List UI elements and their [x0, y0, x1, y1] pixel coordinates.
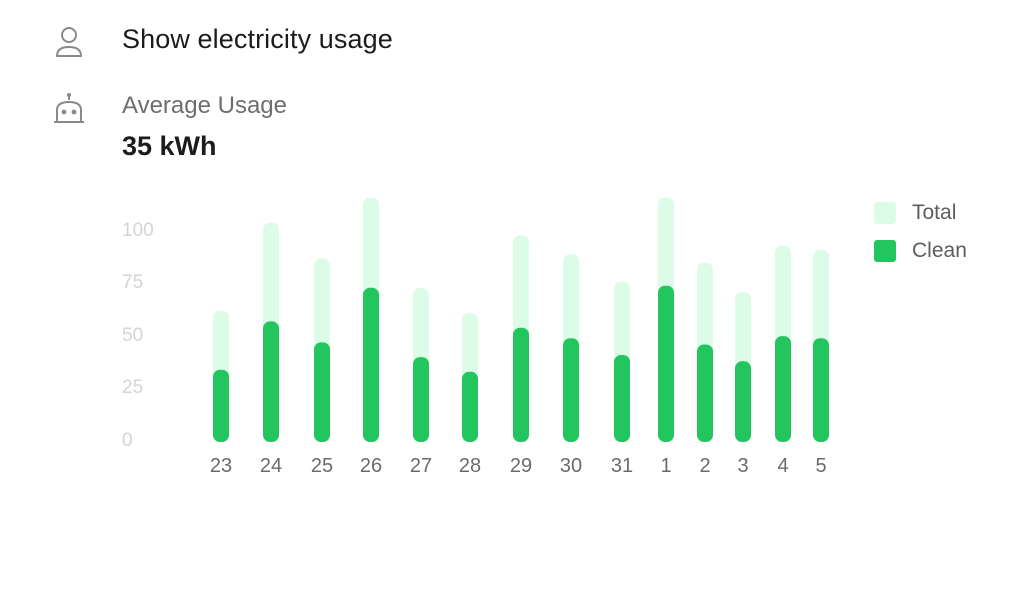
usage-card-label: Average Usage — [122, 92, 287, 119]
legend-swatch-total — [874, 202, 896, 224]
x-tick-label: 30 — [560, 455, 582, 477]
x-tick-label: 26 — [360, 455, 382, 477]
bar-clean — [413, 357, 429, 442]
bar-clean — [775, 336, 791, 442]
y-tick-label: 75 — [122, 272, 143, 293]
x-tick-label: 23 — [210, 455, 232, 477]
bar-clean — [462, 371, 478, 442]
usage-card-value: 35 kWh — [122, 131, 217, 161]
bar-clean — [563, 338, 579, 442]
x-tick-label: 28 — [459, 455, 481, 477]
y-tick-label: 25 — [122, 377, 143, 398]
bar-clean — [813, 338, 829, 442]
bar-clean — [263, 321, 279, 442]
legend-label-total: Total — [912, 201, 957, 224]
bar-clean — [363, 287, 379, 442]
bar-clean — [697, 344, 713, 442]
legend-item-total: Total — [874, 200, 967, 226]
legend-label-clean: Clean — [912, 239, 967, 262]
bar-clean — [213, 369, 229, 442]
x-tick-label: 5 — [815, 455, 826, 477]
chart-legend: Total Clean — [874, 200, 967, 276]
x-tick-label: 31 — [611, 455, 633, 477]
x-tick-label: 3 — [737, 455, 748, 477]
y-tick-label: 0 — [122, 430, 133, 451]
y-tick-label: 100 — [122, 220, 154, 241]
x-tick-label: 2 — [699, 455, 710, 477]
bar-clean — [614, 355, 630, 442]
x-tick-label: 24 — [260, 455, 282, 477]
bar-clean — [658, 285, 674, 442]
bar-clean — [314, 342, 330, 442]
y-tick-label: 50 — [122, 325, 143, 346]
x-tick-label: 25 — [311, 455, 333, 477]
user-icon — [54, 26, 84, 58]
x-tick-label: 27 — [410, 455, 432, 477]
legend-swatch-clean — [874, 240, 896, 262]
bar-clean — [735, 361, 751, 442]
x-tick-label: 1 — [660, 455, 671, 477]
x-tick-label: 29 — [510, 455, 532, 477]
x-tick-label: 4 — [777, 455, 788, 477]
bar-clean — [513, 327, 529, 442]
robot-icon — [52, 92, 86, 126]
user-message: Show electricity usage — [122, 24, 393, 54]
legend-item-clean: Clean — [874, 238, 967, 264]
